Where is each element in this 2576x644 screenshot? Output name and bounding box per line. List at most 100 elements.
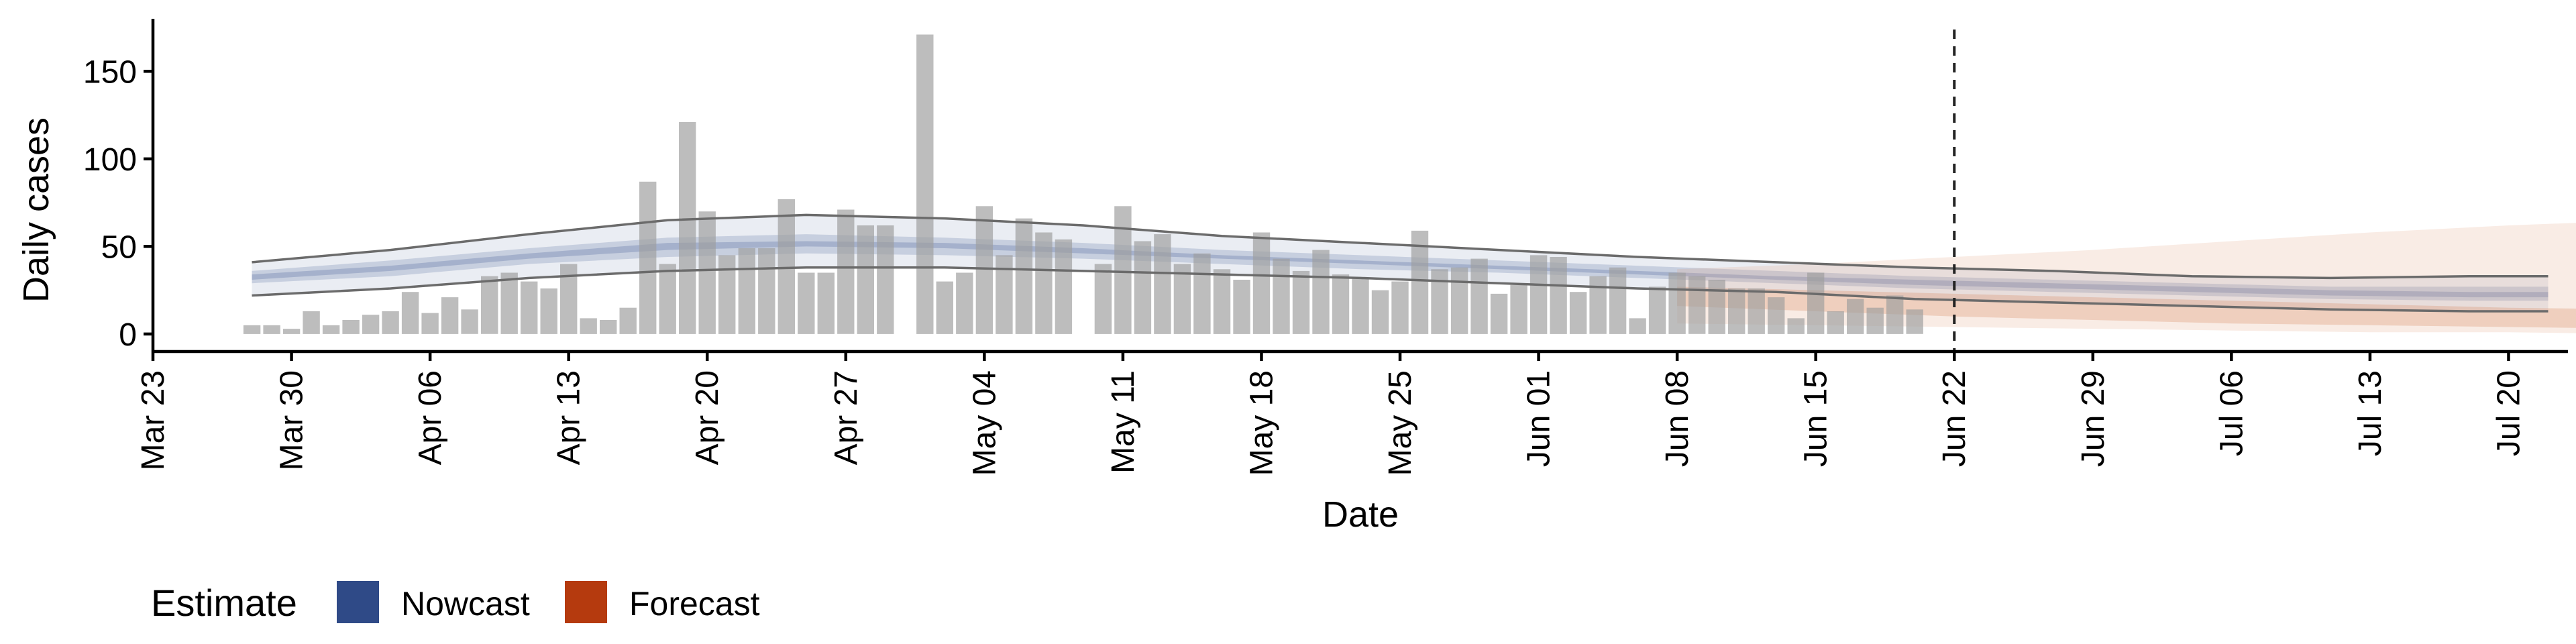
x-tick-label: Jun 08 — [1660, 370, 1695, 467]
x-tick-label: Apr 06 — [413, 370, 448, 465]
case-bar — [996, 255, 1013, 334]
case-bar — [1648, 286, 1666, 334]
case-bar — [282, 329, 301, 334]
case-bar — [481, 276, 498, 334]
case-bar — [1847, 299, 1864, 334]
case-bar — [1411, 230, 1429, 334]
x-tick-label: May 18 — [1244, 370, 1280, 476]
nowcast-band-50 — [252, 234, 2548, 301]
x-tick-label: Jun 15 — [1799, 370, 1834, 467]
case-bar — [936, 281, 953, 334]
case-bar — [679, 122, 696, 334]
y-tick-label: 50 — [101, 229, 137, 265]
x-tick-label: Mar 30 — [274, 370, 310, 470]
case-bar — [1173, 264, 1191, 334]
case-bar — [1233, 280, 1250, 334]
case-bar — [837, 209, 855, 334]
x-axis-label: Date — [1322, 494, 1399, 535]
case-bar — [1312, 250, 1330, 334]
case-bar — [1510, 284, 1527, 334]
legend-swatch-forecast — [565, 581, 607, 623]
case-bar — [1154, 234, 1171, 334]
case-bar — [1094, 264, 1112, 334]
case-bar — [521, 281, 538, 334]
case-bar — [1807, 272, 1825, 334]
case-bar — [1866, 307, 1884, 334]
case-bar — [1629, 318, 1646, 334]
case-bar — [639, 181, 657, 334]
case-bar — [758, 248, 775, 334]
case-bar — [1529, 255, 1548, 334]
x-tick-label: Mar 23 — [136, 370, 171, 470]
nowcast-band-20 — [252, 241, 2548, 298]
y-tick-label: 100 — [83, 142, 137, 178]
x-tick-label: Jun 01 — [1521, 370, 1557, 467]
case-bar — [718, 255, 736, 334]
legend: Estimate Nowcast Forecast — [151, 581, 760, 624]
case-bar — [777, 199, 795, 334]
case-bar — [956, 272, 973, 334]
case-bar — [342, 320, 360, 334]
case-bar — [1886, 295, 1904, 334]
case-bar — [1015, 218, 1033, 334]
case-bar — [1589, 276, 1607, 334]
case-bar — [382, 311, 399, 334]
case-bar — [1490, 293, 1508, 334]
x-tick-label: Jul 13 — [2353, 370, 2388, 456]
band-outlines — [252, 213, 2548, 313]
case-bars — [243, 34, 1923, 334]
case-bar — [322, 325, 340, 334]
case-bar — [1569, 292, 1587, 334]
y-axis-ticks: 0 50 100 150 — [83, 54, 153, 353]
case-bar — [1252, 232, 1271, 334]
nowcast-upper-line — [252, 213, 2548, 280]
case-bar — [1787, 318, 1805, 334]
x-tick-label: Jul 06 — [2214, 370, 2249, 456]
case-bar — [1827, 311, 1844, 334]
case-bar — [1906, 309, 1923, 334]
case-bar — [1728, 288, 1746, 334]
case-bar — [1371, 290, 1389, 334]
case-bar — [1431, 269, 1448, 334]
x-tick-label: Jun 22 — [1937, 370, 1972, 467]
x-tick-label: Jun 29 — [2076, 370, 2111, 467]
case-bar — [1273, 258, 1290, 334]
case-bar — [1550, 257, 1567, 334]
case-bar — [1193, 253, 1211, 334]
case-bar — [817, 272, 835, 334]
case-bar — [580, 318, 597, 334]
case-bar — [560, 264, 578, 334]
x-tick-label: Apr 27 — [828, 370, 864, 465]
nowcast-band-90 — [252, 215, 2548, 311]
case-bar — [1292, 270, 1310, 334]
case-bar — [441, 297, 459, 334]
case-bar — [857, 225, 874, 334]
case-bar — [698, 211, 716, 334]
y-tick-label: 0 — [119, 317, 137, 353]
x-tick-label: Apr 20 — [690, 370, 725, 465]
x-tick-label: May 04 — [967, 370, 1002, 476]
case-bar — [738, 248, 755, 334]
case-bar — [1609, 267, 1627, 334]
case-bar — [1035, 232, 1053, 334]
case-bar — [1470, 258, 1488, 334]
case-bar — [798, 272, 815, 334]
case-bar — [1708, 280, 1725, 334]
case-bar — [1352, 278, 1369, 334]
y-tick-label: 150 — [83, 54, 137, 90]
case-bar — [916, 34, 934, 334]
case-bar — [1748, 288, 1765, 334]
case-bar — [619, 307, 637, 334]
case-bar — [1688, 276, 1706, 334]
case-bar — [461, 309, 478, 334]
case-bar — [659, 264, 676, 334]
case-bar — [1450, 267, 1468, 334]
case-bar — [540, 288, 557, 334]
case-bar — [1213, 269, 1231, 334]
case-bar — [303, 311, 320, 334]
case-bar — [500, 272, 518, 334]
case-bar — [362, 315, 380, 334]
case-bar — [975, 206, 994, 334]
nowcast-lower-line — [252, 266, 2548, 313]
